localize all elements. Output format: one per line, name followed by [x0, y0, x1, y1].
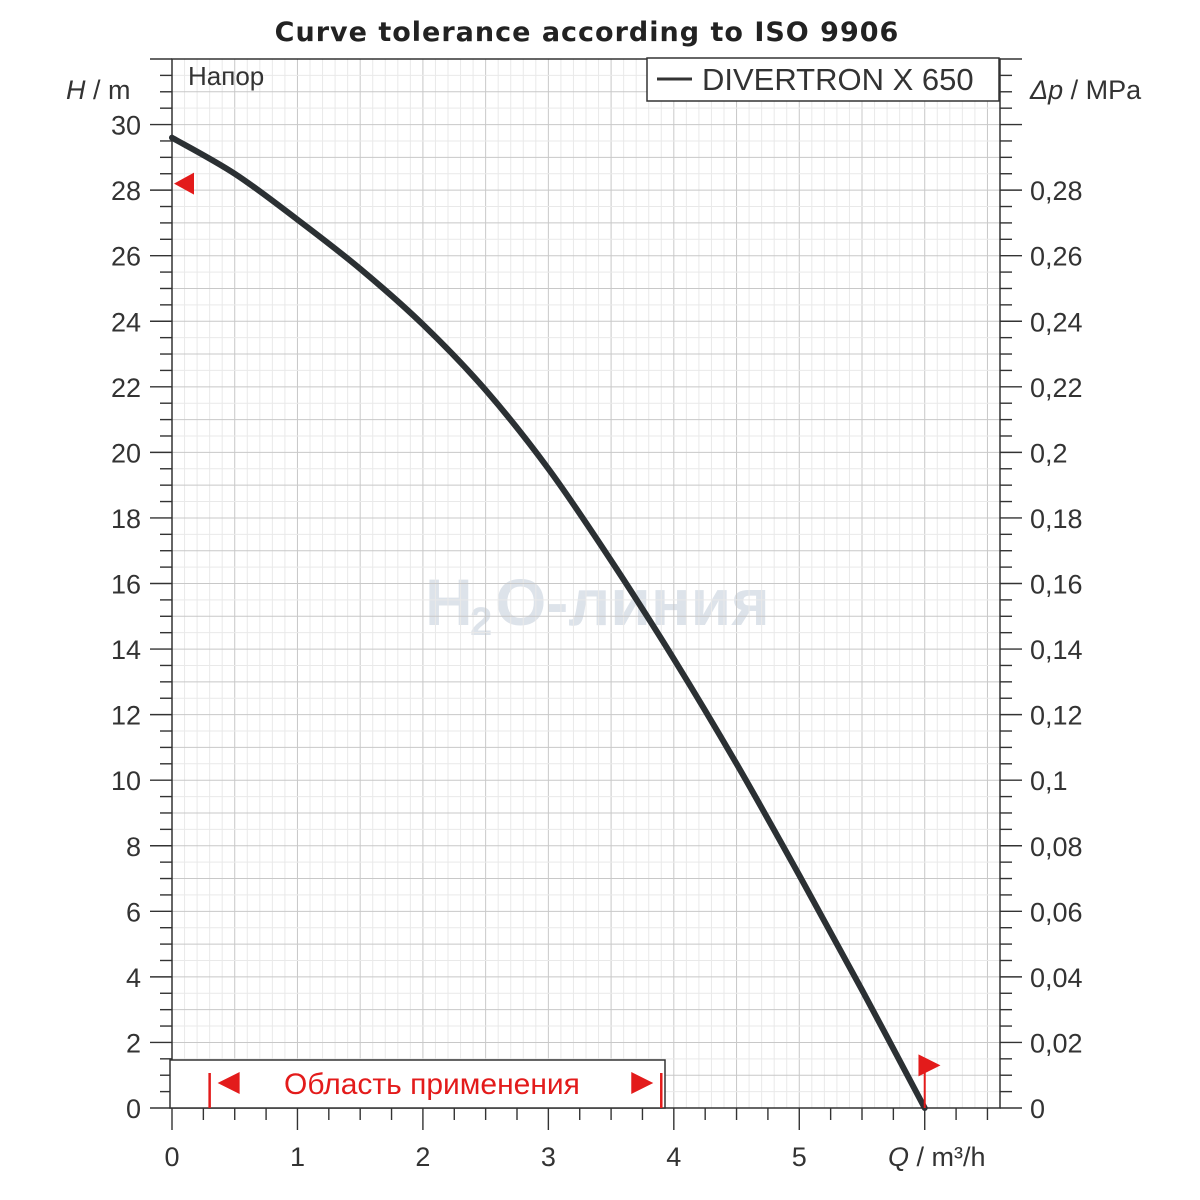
right-tick-label: 0,26 — [1030, 242, 1083, 272]
range-left-arrow — [217, 1072, 240, 1094]
application-range: Область применения — [169, 1059, 666, 1109]
x-tick-label: 0 — [164, 1142, 179, 1172]
tolerance-markers — [174, 172, 941, 1108]
right-tick-label: 0,18 — [1030, 504, 1083, 534]
x-tick-label: 3 — [541, 1142, 556, 1172]
right-tick-label: 0,1 — [1030, 766, 1068, 796]
x-tick-label: 1 — [290, 1142, 305, 1172]
right-tick-label: 0 — [1030, 1094, 1045, 1124]
application-range-label: Область применения — [284, 1068, 580, 1101]
right-tick-label: 0,2 — [1030, 438, 1068, 468]
x-tick-label: 5 — [792, 1142, 807, 1172]
left-tick-label: 8 — [126, 832, 141, 862]
right-tick-label: 0,14 — [1030, 635, 1083, 665]
tolerance-marker — [918, 1054, 941, 1077]
left-tick-label: 24 — [111, 307, 141, 337]
left-tick-label: 30 — [111, 111, 141, 141]
left-tick-label: 10 — [111, 766, 141, 796]
left-tick-label: 2 — [126, 1028, 141, 1058]
left-tick-label: 14 — [111, 635, 141, 665]
left-tick-label: 0 — [126, 1094, 141, 1124]
left-tick-label: 4 — [126, 963, 141, 993]
series-line — [169, 134, 928, 1111]
left-tick-label: 16 — [111, 570, 141, 600]
left-tick-label: 6 — [126, 897, 141, 927]
x-tick-label: 2 — [415, 1142, 430, 1172]
right-tick-label: 0,22 — [1030, 373, 1083, 403]
right-tick-label: 0,12 — [1030, 701, 1083, 731]
right-tick-label: 0,08 — [1030, 832, 1083, 862]
x-tick-label: 4 — [666, 1142, 681, 1172]
left-tick-label: 22 — [111, 373, 141, 403]
right-tick-label: 0,24 — [1030, 307, 1083, 337]
left-tick-label: 12 — [111, 701, 141, 731]
watermark-h: H — [425, 565, 473, 639]
series — [169, 134, 928, 1111]
left-tick-label: 20 — [111, 438, 141, 468]
left-tick-label: 28 — [111, 176, 141, 206]
left-tick-label: 18 — [111, 504, 141, 534]
y-axis-right-label: Δp / MPa — [1029, 75, 1142, 105]
x-axis-label: Q / m³/h — [888, 1142, 986, 1172]
tick-labels: 02468101214161820222426283000,020,040,06… — [111, 111, 1083, 1172]
right-tick-label: 0,16 — [1030, 570, 1083, 600]
legend-box — [646, 57, 1000, 102]
right-tick-label: 0,28 — [1030, 176, 1083, 206]
range-right-arrow — [631, 1072, 654, 1094]
right-tick-label: 0,04 — [1030, 963, 1083, 993]
legend-label: DIVERTRON X 650 — [702, 62, 974, 97]
right-tick-label: 0,02 — [1030, 1028, 1083, 1058]
application-range-box — [169, 1059, 666, 1109]
right-tick-label: 0,06 — [1030, 897, 1083, 927]
head-annotation: Напор — [188, 61, 264, 91]
y-axis-left-label: H / m — [66, 75, 131, 105]
axis-ticks — [150, 58, 1022, 1130]
axis-labels: H / m Δp / MPa Q / m³/h — [66, 75, 1142, 1172]
grid — [171, 58, 1001, 1109]
legend: DIVERTRON X 650 — [646, 57, 1000, 102]
tolerance-marker — [174, 172, 194, 195]
watermark: H 2 O-линия — [425, 565, 770, 644]
left-tick-label: 26 — [111, 242, 141, 272]
chart-title: Curve tolerance according to ISO 9906 — [275, 17, 900, 48]
